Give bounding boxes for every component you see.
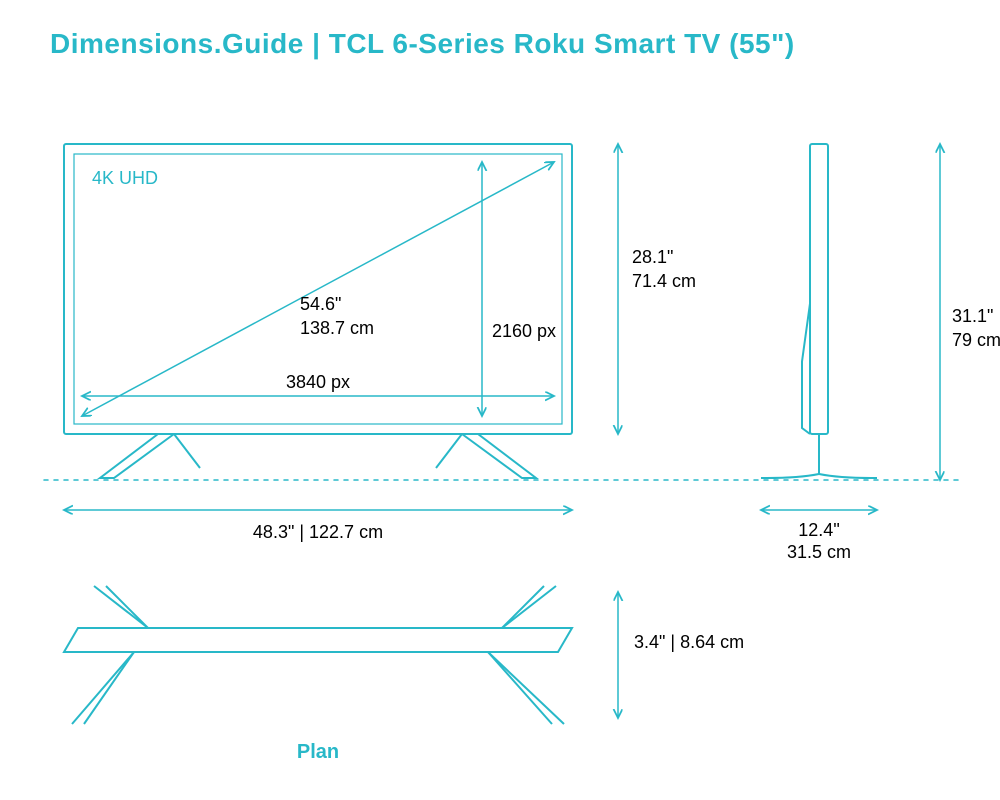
svg-text:3840 px: 3840 px (286, 372, 350, 392)
svg-text:28.1": 28.1" (632, 247, 673, 267)
svg-text:79 cm: 79 cm (952, 330, 1000, 350)
svg-text:54.6": 54.6" (300, 294, 341, 314)
svg-text:12.4": 12.4" (798, 520, 839, 540)
svg-text:3.4" | 8.64 cm: 3.4" | 8.64 cm (634, 632, 744, 652)
page-title: Dimensions.Guide | TCL 6-Series Roku Sma… (50, 28, 795, 60)
svg-text:48.3" | 122.7 cm: 48.3" | 122.7 cm (253, 522, 383, 542)
dimension-diagram: 4K UHD 54.6" 138.7 cm 3840 px 2160 px 48.3" |… (0, 0, 1000, 800)
svg-text:2160 px: 2160 px (492, 321, 556, 341)
svg-text:31.1": 31.1" (952, 306, 993, 326)
svg-text:Plan: Plan (297, 741, 339, 763)
svg-text:138.7 cm: 138.7 cm (300, 318, 374, 338)
svg-text:4K UHD: 4K UHD (92, 168, 158, 188)
svg-text:71.4 cm: 71.4 cm (632, 271, 696, 291)
svg-text:31.5 cm: 31.5 cm (787, 542, 851, 562)
